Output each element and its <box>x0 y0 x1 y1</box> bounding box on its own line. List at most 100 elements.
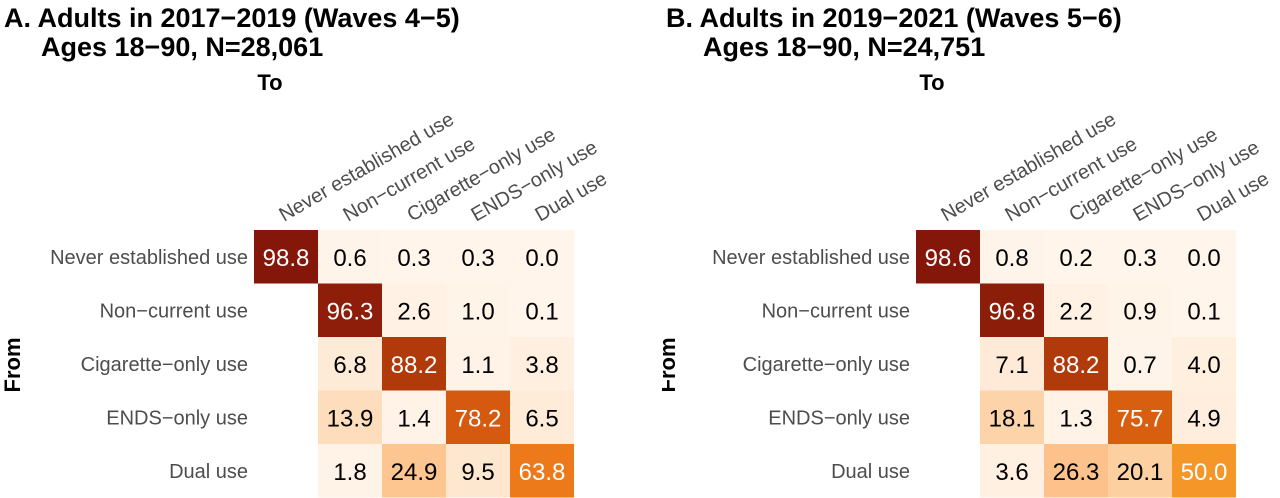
cell-a-r4-c2 <box>382 444 446 498</box>
row-label-a-non-current-use: Non−current use <box>100 300 248 322</box>
panel-a: A. Adults in 2017−2019 (Waves 4−5) Ages … <box>0 3 611 498</box>
panel-a-cells: 98.8 0.6 0.3 0.3 0.0 96.3 2.6 1.0 0.1 6.8 88.2 1.1 3… <box>254 230 574 498</box>
cell-a-r1-c3 <box>446 283 510 337</box>
cell-value-b-r3-c4: 4.9 <box>1187 405 1220 432</box>
cell-a-r0-c4 <box>510 230 574 284</box>
cell-b-r3-c2 <box>1044 390 1108 444</box>
heatmap-a-svg: A. Adults in 2017−2019 (Waves 4−5) Ages … <box>0 3 611 498</box>
cell-value-b-r3-c2: 1.3 <box>1059 405 1092 432</box>
cell-value-a-r3-c2: 1.4 <box>397 405 430 432</box>
cell-a-r4-c1 <box>318 444 382 498</box>
cell-value-a-r0-c2: 0.3 <box>397 245 430 272</box>
cell-value-b-r0-c2: 0.2 <box>1059 245 1092 272</box>
cell-a-r1-c1 <box>318 283 382 337</box>
cell-value-b-r0-c1: 0.8 <box>995 245 1028 272</box>
cell-a-r4-c4 <box>510 444 574 498</box>
cell-b-r0-c2 <box>1044 230 1108 284</box>
cell-b-r0-c0 <box>916 230 980 284</box>
cell-a-r0-c0 <box>254 230 318 284</box>
cell-value-b-r2-c4: 4.0 <box>1187 352 1220 379</box>
cell-value-b-r1-c2: 2.2 <box>1059 298 1092 325</box>
cell-value-a-r4-c3: 9.5 <box>461 459 494 486</box>
panel-a-from-label: From <box>0 338 25 393</box>
cell-value-b-r4-c4: 50.0 <box>1181 459 1228 486</box>
panel-b-to-label: To <box>919 70 944 95</box>
cell-b-r2-c1 <box>980 337 1044 391</box>
cell-value-b-r3-c3: 75.7 <box>1117 405 1164 432</box>
cell-value-a-r3-c3: 78.2 <box>455 405 502 432</box>
cell-b-r2-c2 <box>1044 337 1108 391</box>
row-label-a-dual-use: Dual use <box>169 461 248 483</box>
cell-a-r2-c2 <box>382 337 446 391</box>
row-label-a-ends-only-use: ENDS−only use <box>106 407 248 429</box>
panel-b-row-labels: Never established use Non−current use Ciga… <box>712 247 910 483</box>
panel-b-subtitle: Ages 18−90, N=24,751 <box>703 32 985 62</box>
cell-value-a-r1-c2: 2.6 <box>397 298 430 325</box>
cell-b-r4-c1 <box>980 444 1044 498</box>
row-label-b-cigarette-only-use: Cigarette−only use <box>743 354 910 376</box>
cell-value-b-r1-c4: 0.1 <box>1187 298 1220 325</box>
cell-value-a-r3-c4: 6.5 <box>525 405 558 432</box>
cell-value-b-r0-c3: 0.3 <box>1123 245 1156 272</box>
cell-value-a-r2-c4: 3.8 <box>525 352 558 379</box>
cell-a-r1-c4 <box>510 283 574 337</box>
cell-b-r1-c3 <box>1108 283 1172 337</box>
cell-b-r4-c2 <box>1044 444 1108 498</box>
cell-value-a-r1-c1: 96.3 <box>327 298 374 325</box>
panel-a-row-labels: Never established use Non−current use Ciga… <box>50 247 248 483</box>
cell-value-a-r0-c4: 0.0 <box>525 245 558 272</box>
row-label-b-never-established-use: Never established use <box>712 247 910 269</box>
cell-a-r0-c2 <box>382 230 446 284</box>
cell-a-r3-c3 <box>446 390 510 444</box>
panel-b-cells: 98.6 0.8 0.2 0.3 0.0 96.8 2.2 0.9 0.1 7.1 88.2 0.7 4… <box>916 230 1236 498</box>
row-label-a-never-established-use: Never established use <box>50 247 248 269</box>
cell-value-a-r1-c4: 0.1 <box>525 298 558 325</box>
cell-b-r2-c3 <box>1108 337 1172 391</box>
cell-value-a-r1-c3: 1.0 <box>461 298 494 325</box>
cell-value-b-r4-c2: 26.3 <box>1053 459 1100 486</box>
cell-value-b-r1-c1: 96.8 <box>989 298 1036 325</box>
cell-value-a-r2-c1: 6.8 <box>333 352 366 379</box>
cell-b-r1-c4 <box>1172 283 1236 337</box>
cell-b-r0-c3 <box>1108 230 1172 284</box>
cell-value-a-r0-c3: 0.3 <box>461 245 494 272</box>
cell-b-r1-c2 <box>1044 283 1108 337</box>
cell-b-r4-c4 <box>1172 444 1236 498</box>
panel-b: B. Adults in 2019−2021 (Waves 5−6) Ages … <box>662 0 1280 498</box>
cell-b-r2-c4 <box>1172 337 1236 391</box>
cell-value-b-r1-c3: 0.9 <box>1123 298 1156 325</box>
cell-b-r0-c4 <box>1172 230 1236 284</box>
cell-a-r2-c1 <box>318 337 382 391</box>
cell-b-r3-c3 <box>1108 390 1172 444</box>
cell-value-b-r4-c1: 3.6 <box>995 459 1028 486</box>
cell-value-a-r2-c3: 1.1 <box>461 352 494 379</box>
cell-value-b-r3-c1: 18.1 <box>989 405 1036 432</box>
panel-a-subtitle: Ages 18−90, N=28,061 <box>41 32 323 62</box>
cell-value-b-r2-c2: 88.2 <box>1053 352 1100 379</box>
cell-value-a-r4-c2: 24.9 <box>391 459 438 486</box>
cell-a-r3-c4 <box>510 390 574 444</box>
cell-value-b-r0-c0: 98.6 <box>925 245 972 272</box>
cell-a-r4-c3 <box>446 444 510 498</box>
cell-b-r3-c4 <box>1172 390 1236 444</box>
row-label-a-cigarette-only-use: Cigarette−only use <box>81 354 248 376</box>
cell-value-a-r0-c1: 0.6 <box>333 245 366 272</box>
cell-value-a-r4-c1: 1.8 <box>333 459 366 486</box>
cell-value-a-r3-c1: 13.9 <box>327 405 374 432</box>
cell-a-r0-c1 <box>318 230 382 284</box>
cell-a-r0-c3 <box>446 230 510 284</box>
row-label-b-ends-only-use: ENDS−only use <box>768 407 910 429</box>
cell-a-r2-c4 <box>510 337 574 391</box>
heatmap-b-svg: B. Adults in 2019−2021 (Waves 5−6) Ages … <box>662 3 1273 498</box>
cell-a-r3-c1 <box>318 390 382 444</box>
cell-value-a-r2-c2: 88.2 <box>391 352 438 379</box>
cell-value-b-r2-c3: 0.7 <box>1123 352 1156 379</box>
panel-a-to-label: To <box>257 70 282 95</box>
cell-value-b-r4-c3: 20.1 <box>1117 459 1164 486</box>
panel-a-title: A. Adults in 2017−2019 (Waves 4−5) <box>4 3 460 33</box>
cell-b-r4-c3 <box>1108 444 1172 498</box>
cell-value-b-r2-c1: 7.1 <box>995 352 1028 379</box>
panel-b-from-label: From <box>662 338 680 393</box>
